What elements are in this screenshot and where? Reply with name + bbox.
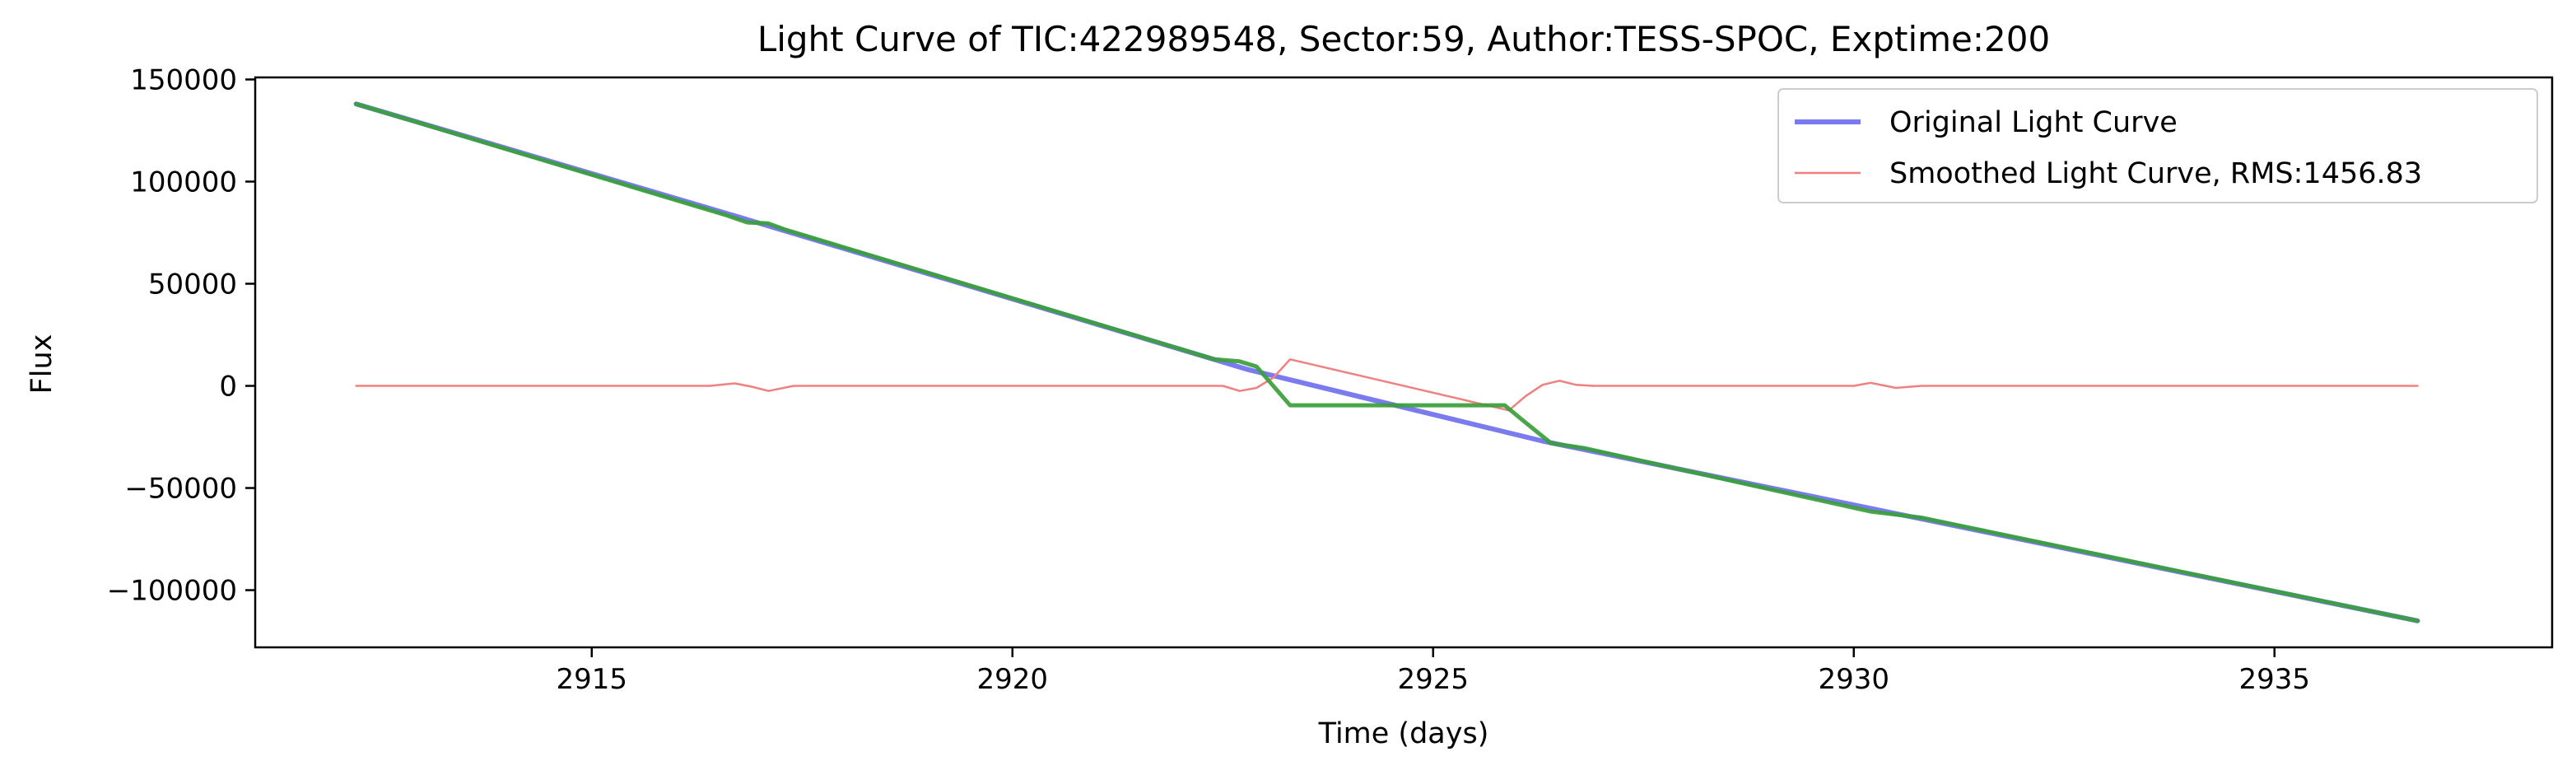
- y-tick-label: 50000: [148, 268, 237, 301]
- y-axis-label: Flux: [26, 334, 58, 395]
- chart-title: Light Curve of TIC:422989548, Sector:59,…: [757, 19, 2050, 59]
- x-tick-label: 2915: [557, 663, 628, 696]
- y-tick-label: 100000: [130, 166, 237, 198]
- series-smoothed-light-curve: [355, 358, 2419, 412]
- y-tick-label: 0: [219, 371, 237, 404]
- y-tick-label: −100000: [107, 575, 237, 608]
- x-axis-label: Time (days): [1318, 717, 1489, 750]
- legend-label-original: Original Light Curve: [1889, 106, 2178, 139]
- x-axis: 2915 2920 2925 2930 2935: [557, 647, 2310, 696]
- series-model-fit: [354, 101, 2420, 623]
- legend: Original Light Curve Smoothed Light Curv…: [1777, 88, 2538, 203]
- x-tick-label: 2930: [1818, 663, 1889, 696]
- x-tick-label: 2925: [1398, 663, 1470, 696]
- x-tick-label: 2920: [977, 663, 1049, 696]
- x-tick-label: 2935: [2238, 663, 2310, 696]
- y-tick-label: −50000: [124, 473, 237, 506]
- y-tick-label: 150000: [130, 63, 237, 96]
- y-axis: 150000 100000 50000 0 −50000 −100000: [107, 63, 255, 608]
- legend-label-smoothed: Smoothed Light Curve, RMS:1456.83: [1889, 157, 2422, 190]
- legend-box: [1777, 88, 2538, 203]
- series-layer: [353, 101, 2420, 623]
- plot-area-frame: [254, 76, 2554, 649]
